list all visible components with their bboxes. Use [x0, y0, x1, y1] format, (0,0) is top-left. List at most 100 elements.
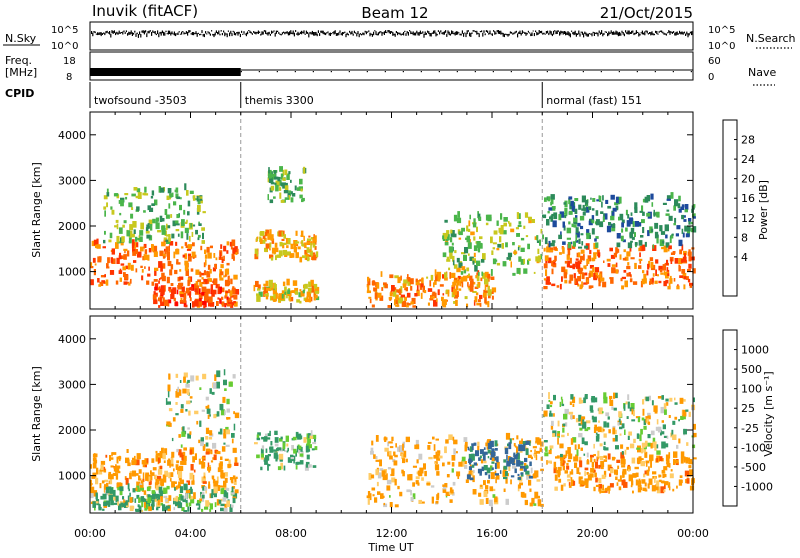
nsky-sample [313, 32, 315, 36]
heatmap-cell [176, 448, 179, 453]
heatmap-cell [516, 267, 521, 274]
heatmap-cell [223, 442, 226, 445]
nave-sample [492, 71, 494, 73]
heatmap-cell [201, 409, 205, 412]
heatmap-cell [189, 396, 193, 399]
nave-tick-bottom: 0 [708, 72, 714, 83]
heatmap-cell [380, 493, 384, 499]
heatmap-cell [621, 465, 626, 468]
heatmap-cell [575, 454, 579, 462]
heatmap-cell [294, 290, 298, 295]
heatmap-cell [681, 269, 686, 274]
heatmap-cell [601, 465, 604, 470]
heatmap-cell [95, 501, 99, 504]
heatmap-cell [233, 250, 236, 254]
heatmap-cell [627, 214, 630, 219]
heatmap-cell [92, 257, 96, 263]
heatmap-cell [566, 237, 571, 240]
heatmap-cell [167, 300, 170, 307]
heatmap-cell [579, 284, 583, 290]
heatmap-cell [562, 423, 566, 427]
heatmap-cell [684, 470, 690, 477]
heatmap-cell [416, 459, 419, 464]
heatmap-cell [282, 281, 286, 287]
heatmap-cell [117, 471, 121, 474]
heatmap-cell [553, 394, 556, 401]
heatmap-cell [444, 272, 448, 279]
heatmap-cell [209, 430, 213, 436]
nsky-sample [628, 30, 630, 35]
heatmap-cell [598, 464, 601, 469]
heatmap-cell [574, 444, 577, 450]
heatmap-cell [589, 235, 591, 239]
nsky-sample [343, 32, 345, 34]
x-tick-label: 00:00 [74, 527, 106, 540]
nsky-sample [297, 31, 299, 36]
nsky-sample [299, 31, 301, 34]
heatmap-cell [662, 264, 667, 271]
nsky-sample [598, 30, 600, 33]
heatmap-cell [435, 451, 438, 455]
heatmap-cell [308, 296, 312, 303]
nsky-sample [395, 31, 397, 34]
nsky-sample [565, 31, 567, 36]
nsky-sample [567, 31, 569, 36]
heatmap-cell [509, 457, 513, 462]
heatmap-cell [688, 249, 691, 256]
heatmap-cell [593, 486, 596, 492]
heatmap-cell [397, 485, 400, 490]
heatmap-cell [642, 399, 645, 405]
nsky-sample [524, 32, 526, 34]
heatmap-cell [449, 499, 453, 503]
nsky-sample [478, 33, 480, 38]
nsky-sample [481, 30, 483, 33]
heatmap-cell [207, 252, 212, 259]
heatmap-cell [400, 275, 402, 281]
heatmap-cell [129, 497, 133, 503]
heatmap-cell [547, 257, 552, 264]
heatmap-cell [211, 489, 215, 496]
heatmap-cell [203, 262, 206, 268]
nsky-sample [214, 32, 216, 36]
nsky-sample [536, 32, 538, 36]
heatmap-cell [286, 245, 289, 249]
heatmap-cell [686, 276, 689, 280]
heatmap-cell [265, 455, 270, 461]
heatmap-cell [573, 202, 576, 209]
heatmap-cell [293, 460, 295, 464]
heatmap-cell [426, 276, 429, 279]
heatmap-cell [204, 486, 208, 491]
nsky-sample [197, 32, 199, 34]
heatmap-cell [640, 447, 644, 454]
heatmap-cell [579, 427, 583, 431]
heatmap-cell [473, 442, 477, 446]
heatmap-cell [303, 235, 305, 241]
heatmap-cell [186, 219, 188, 223]
heatmap-cell [285, 237, 288, 244]
heatmap-cell [536, 479, 541, 482]
heatmap-cell [603, 459, 608, 462]
heatmap-cell [466, 474, 471, 480]
heatmap-cell [423, 290, 427, 294]
heatmap-cell [207, 414, 210, 419]
heatmap-cell [99, 483, 102, 489]
heatmap-cell [310, 243, 312, 250]
heatmap-cell [201, 240, 205, 244]
heatmap-cell [110, 465, 114, 468]
heatmap-cell [692, 213, 696, 218]
heatmap-cell [480, 484, 483, 487]
heatmap-cell [307, 238, 312, 241]
heatmap-cell [637, 416, 641, 423]
heatmap-cell [175, 241, 178, 246]
heatmap-cell [192, 242, 195, 247]
heatmap-cell [602, 281, 607, 288]
nsky-sample [357, 31, 359, 34]
heatmap-cell [483, 451, 487, 455]
heatmap-cell [505, 498, 509, 505]
heatmap-cell [284, 449, 286, 452]
heatmap-cell [451, 272, 456, 278]
heatmap-cell [303, 166, 306, 174]
heatmap-cell [402, 443, 404, 451]
nsky-sample [140, 34, 142, 38]
heatmap-cell [118, 503, 122, 511]
